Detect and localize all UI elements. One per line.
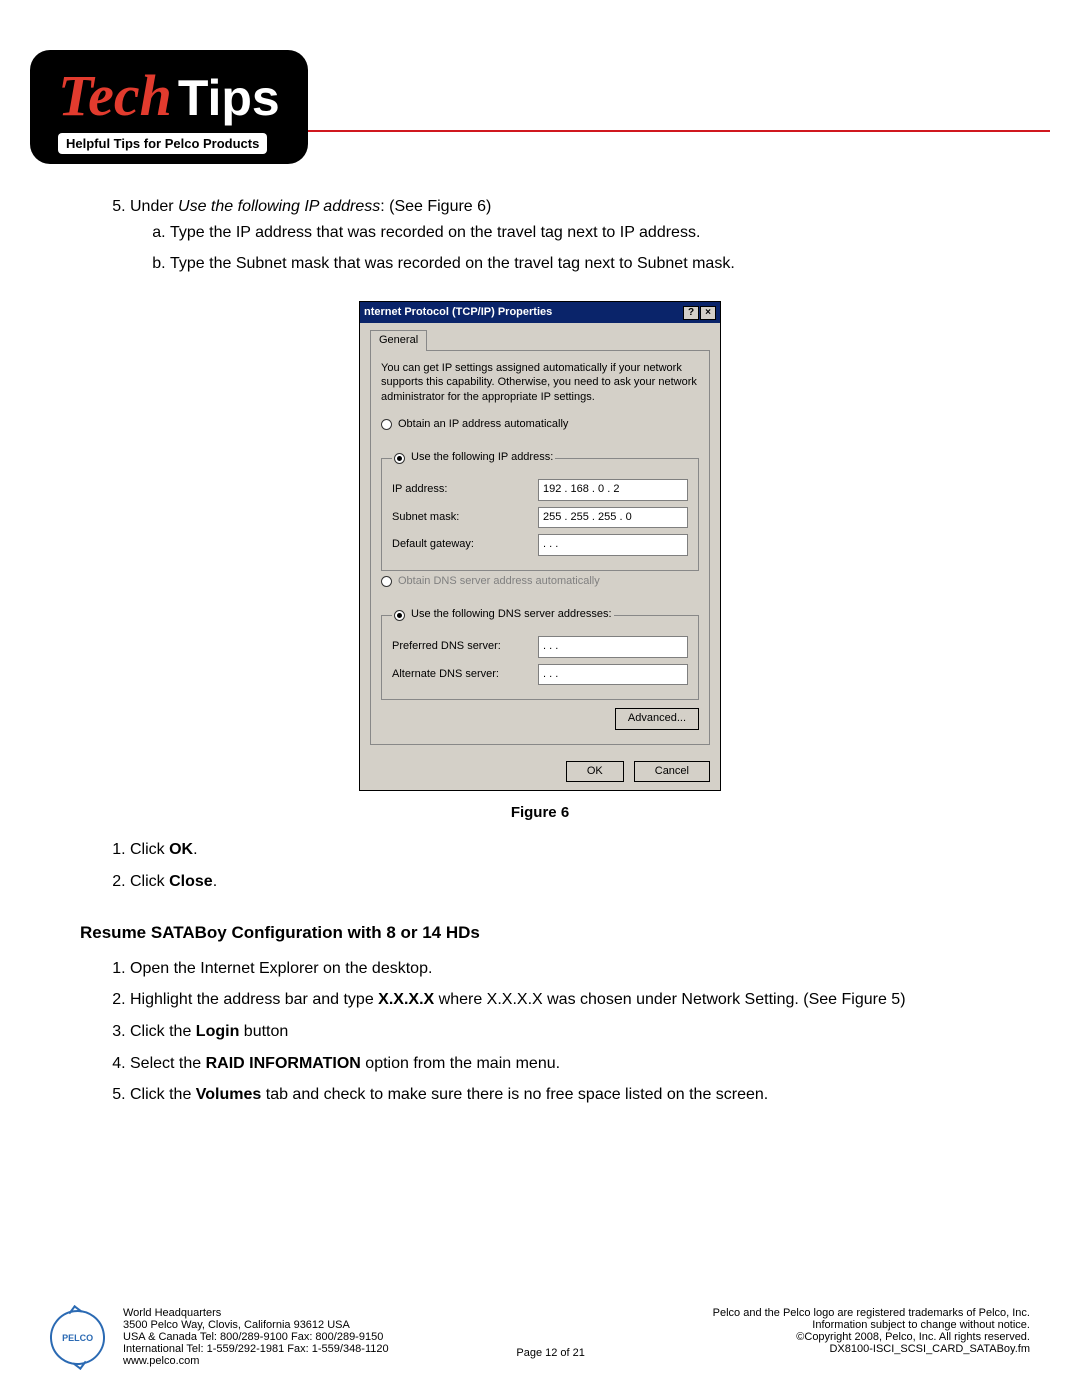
resume-step-2: Highlight the address bar and type X.X.X… (130, 987, 1000, 1013)
advanced-button[interactable]: Advanced... (615, 708, 699, 730)
step-5-list: Under Use the following IP address: (See… (80, 194, 1000, 277)
pelco-logo-icon: PELCO (46, 1306, 108, 1368)
radio-manual-ip-label: Use the following IP address: (411, 449, 553, 467)
click-ok-c: . (193, 841, 197, 858)
resume-s4-b: RAID INFORMATION (206, 1055, 361, 1072)
radio-auto-dns-label: Obtain DNS server address automatically (398, 573, 600, 591)
resume-s4-a: Select the (130, 1055, 206, 1072)
step5-lead: Under (130, 198, 178, 215)
figure6: nternet Protocol (TCP/IP) Properties ? ×… (80, 301, 1000, 826)
preferred-dns-label: Preferred DNS server: (392, 638, 501, 656)
resume-s5-c: tab and check to make sure there is no f… (261, 1086, 768, 1103)
click-close-b: Close (169, 873, 213, 890)
radio-auto-ip-label: Obtain an IP address automatically (398, 416, 568, 434)
resume-s3-c: button (239, 1023, 288, 1040)
footer-hq5: www.pelco.com (123, 1355, 389, 1367)
logo-tech-text: Tech (58, 63, 172, 128)
techtips-logo: TechTips Helpful Tips for Pelco Products (30, 50, 308, 164)
resume-s2-c: where X.X.X.X was chosen under Network S… (434, 991, 905, 1008)
general-tab[interactable]: General (370, 330, 427, 351)
step5-trail: : (See Figure 6) (380, 198, 491, 215)
subnet-mask-label: Subnet mask: (392, 509, 459, 527)
dialog-info-text: You can get IP settings assigned automat… (381, 361, 699, 404)
dialog-title: nternet Protocol (TCP/IP) Properties (364, 304, 552, 322)
click-close-a: Click (130, 873, 169, 890)
radio-auto-dns-row: Obtain DNS server address automatically (381, 573, 699, 591)
after-figure-steps: Click OK. Click Close. (80, 837, 1000, 894)
step5-sublist: Type the IP address that was recorded on… (130, 220, 1000, 277)
footer-r1: Pelco and the Pelco logo are registered … (713, 1307, 1030, 1319)
preferred-dns-input[interactable]: . . . (538, 636, 688, 658)
figure6-caption: Figure 6 (80, 801, 1000, 825)
manual-ip-group: Use the following IP address: IP address… (381, 449, 699, 570)
footer-hq1: World Headquarters (123, 1307, 389, 1319)
page-number: Page 12 of 21 (516, 1347, 585, 1367)
ok-button[interactable]: OK (566, 761, 624, 783)
subnet-mask-input[interactable]: 255 . 255 . 255 . 0 (538, 507, 688, 529)
resume-step-5: Click the Volumes tab and check to make … (130, 1082, 1000, 1108)
dialog-titlebar: nternet Protocol (TCP/IP) Properties ? × (360, 302, 720, 324)
radio-auto-ip-row[interactable]: Obtain an IP address automatically (381, 416, 699, 434)
pelco-logo-text: PELCO (62, 1332, 93, 1342)
manual-dns-group: Use the following DNS server addresses: … (381, 606, 699, 700)
close-button[interactable]: × (700, 306, 716, 320)
help-button[interactable]: ? (683, 306, 699, 320)
resume-step-4: Select the RAID INFORMATION option from … (130, 1051, 1000, 1077)
click-ok-a: Click (130, 841, 169, 858)
resume-step-3: Click the Login button (130, 1019, 1000, 1045)
footer-address: World Headquarters 3500 Pelco Way, Clovi… (123, 1307, 389, 1367)
resume-s4-c: option from the main menu. (361, 1055, 560, 1072)
resume-heading: Resume SATABoy Configuration with 8 or 1… (80, 919, 1000, 946)
footer-r4: DX8100-ISCI_SCSI_CARD_SATABoy.fm (713, 1343, 1030, 1355)
resume-s5-b: Volumes (196, 1086, 262, 1103)
resume-step-1: Open the Internet Explorer on the deskto… (130, 956, 1000, 982)
radio-auto-ip[interactable] (381, 419, 392, 430)
resume-s3-a: Click the (130, 1023, 196, 1040)
radio-auto-dns (381, 576, 392, 587)
radio-manual-ip[interactable] (394, 453, 405, 464)
resume-s2-a: Highlight the address bar and type (130, 991, 378, 1008)
footer-hq2: 3500 Pelco Way, Clovis, California 93612… (123, 1319, 389, 1331)
resume-s2-b: X.X.X.X (378, 991, 434, 1008)
resume-s5-a: Click the (130, 1086, 196, 1103)
cancel-button[interactable]: Cancel (634, 761, 710, 783)
click-close-c: . (213, 873, 217, 890)
page-header: TechTips Helpful Tips for Pelco Products (0, 0, 1080, 164)
click-ok-b: OK (169, 841, 193, 858)
default-gateway-input[interactable]: . . . (538, 534, 688, 556)
footer-hq3: USA & Canada Tel: 800/289-9100 Fax: 800/… (123, 1331, 389, 1343)
logo-tips-text: Tips (178, 70, 280, 126)
click-close-step: Click Close. (130, 869, 1000, 895)
document-body: Under Use the following IP address: (See… (0, 164, 1080, 1108)
logo-subtitle: Helpful Tips for Pelco Products (58, 133, 267, 154)
step5-a: Type the IP address that was recorded on… (170, 220, 1000, 246)
footer-right: Pelco and the Pelco logo are registered … (713, 1307, 1030, 1355)
general-tab-panel: You can get IP settings assigned automat… (370, 350, 710, 745)
step5-b: Type the Subnet mask that was recorded o… (170, 251, 1000, 277)
footer-r3: ©Copyright 2008, Pelco, Inc. All rights … (713, 1331, 1030, 1343)
click-ok-step: Click OK. (130, 837, 1000, 863)
resume-steps: Open the Internet Explorer on the deskto… (80, 956, 1000, 1108)
ip-address-input[interactable]: 192 . 168 . 0 . 2 (538, 479, 688, 501)
page-footer: PELCO World Headquarters 3500 Pelco Way,… (50, 1307, 1030, 1367)
default-gateway-label: Default gateway: (392, 536, 474, 554)
step5-em: Use the following IP address (178, 198, 380, 215)
header-rule (180, 130, 1050, 132)
footer-hq4: International Tel: 1-559/292-1981 Fax: 1… (123, 1343, 389, 1355)
radio-manual-dns-label: Use the following DNS server addresses: (411, 606, 612, 624)
ip-address-label: IP address: (392, 481, 447, 499)
footer-r2: Information subject to change without no… (713, 1319, 1030, 1331)
radio-manual-dns[interactable] (394, 610, 405, 621)
tcpip-properties-dialog: nternet Protocol (TCP/IP) Properties ? ×… (359, 301, 721, 792)
step-5: Under Use the following IP address: (See… (130, 194, 1000, 277)
alternate-dns-label: Alternate DNS server: (392, 666, 499, 684)
resume-s3-b: Login (196, 1023, 240, 1040)
alternate-dns-input[interactable]: . . . (538, 664, 688, 686)
